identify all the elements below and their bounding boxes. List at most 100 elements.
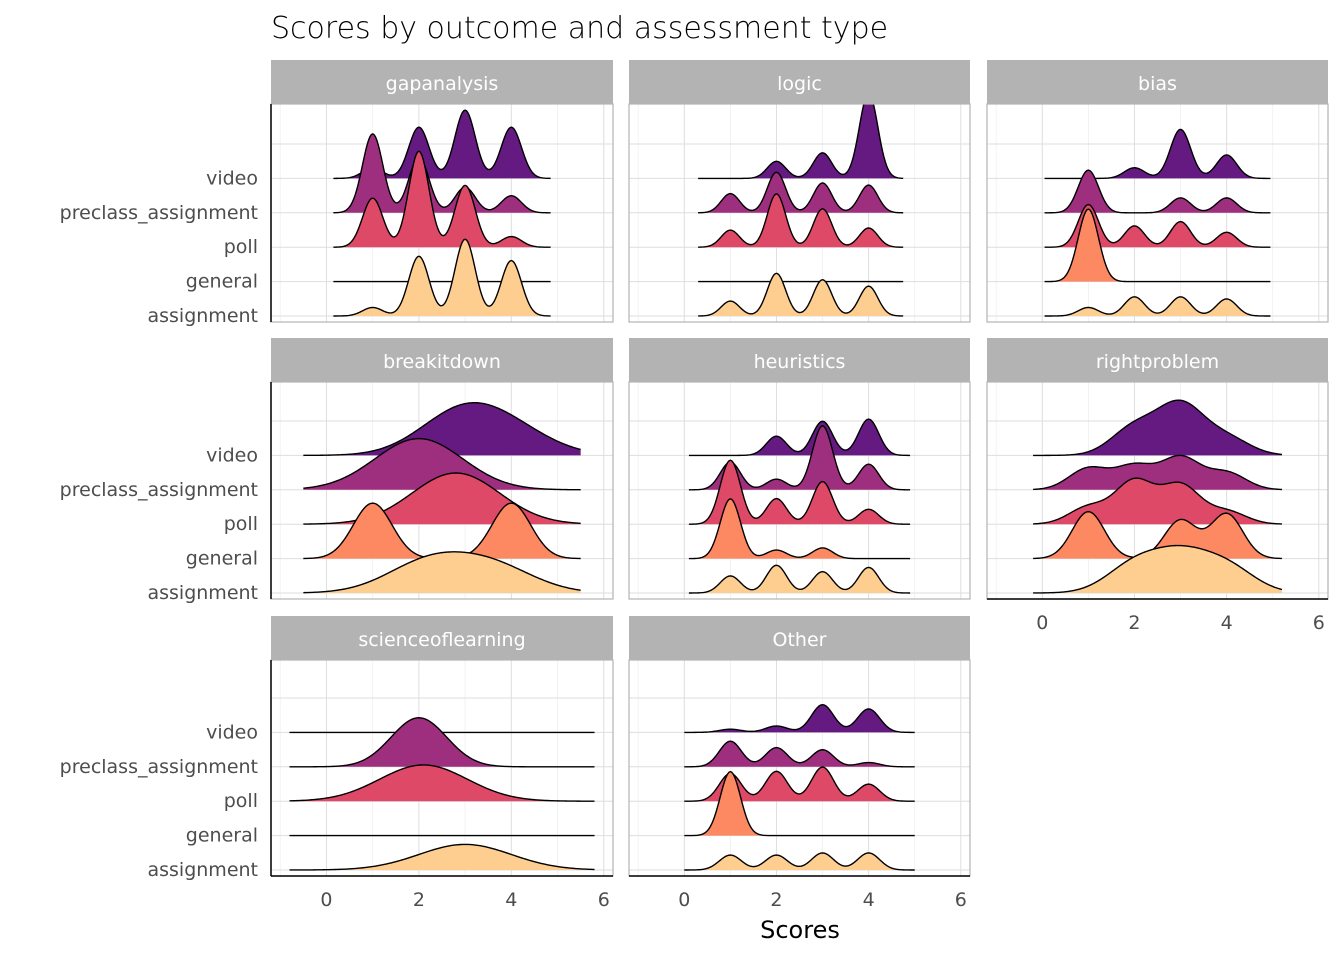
ridge-line-preclass_assignment	[698, 171, 904, 214]
y-tick-label: video	[206, 444, 258, 466]
x-tick-label: 6	[1313, 612, 1325, 634]
strip-background	[629, 616, 970, 660]
y-tick-label: preclass_assignment	[60, 479, 258, 501]
y-tick-label: assignment	[147, 305, 258, 327]
y-tick-label: video	[206, 167, 258, 189]
ridge-line-assignment	[684, 852, 915, 871]
ridge-line-assignment	[303, 551, 581, 594]
panel-scienceoflearning: scienceoflearning assignment general poll pr…	[60, 616, 614, 911]
ridges	[1033, 399, 1283, 594]
ridge-line-poll	[698, 193, 904, 248]
ridge-fill-video	[688, 419, 911, 456]
ridge-line-assignment	[698, 272, 904, 317]
ridge-fill-assignment	[303, 551, 581, 593]
ridge-fill-poll	[289, 764, 595, 802]
ridge-line-general	[1033, 511, 1282, 560]
ridge-fill-preclass_assignment	[684, 741, 915, 767]
ridge-line-assignment	[289, 843, 595, 871]
strip-background	[987, 60, 1328, 104]
ridge-line-preclass_assignment	[289, 717, 595, 768]
x-tick-label: 6	[598, 889, 610, 911]
strip-label: logic	[777, 73, 822, 95]
strip-background	[629, 60, 970, 104]
ridge-fill-assignment	[688, 565, 911, 593]
ridge-line-assignment	[333, 238, 551, 317]
panel-border	[986, 103, 1329, 323]
ridge-fill-preclass_assignment	[333, 133, 551, 213]
x-tick-label: 4	[863, 889, 875, 911]
panel-Other: Other 0 2 4 6	[628, 616, 971, 911]
ridge-fill-poll	[684, 767, 915, 802]
ridge-line-poll	[289, 764, 595, 802]
ridge-fill-general	[688, 498, 911, 559]
ridge-fill-general	[684, 771, 915, 836]
ridge-fill-preclass_assignment	[1033, 455, 1282, 490]
ridge-line-video	[684, 703, 915, 734]
ridge-fill-preclass_assignment	[1044, 170, 1271, 213]
gridlines	[629, 660, 970, 876]
strip-label: breakitdown	[383, 351, 501, 373]
strip-label: heuristics	[754, 351, 846, 373]
x-tick-label: 2	[413, 889, 425, 911]
ridge-fill-preclass_assignment	[698, 172, 904, 213]
panel-border	[628, 381, 971, 600]
strip-background	[629, 338, 970, 382]
panel-breakitdown: breakitdown assignment general poll preclass…	[60, 338, 614, 604]
ridge-fill-video	[684, 704, 915, 733]
x-tick-label: 4	[1221, 612, 1233, 634]
ridge-fill-assignment	[1033, 545, 1282, 593]
ridge-fill-video	[698, 104, 904, 179]
ridges	[1044, 128, 1271, 317]
strip-label: Other	[773, 629, 827, 651]
ridge-fill-poll	[1044, 204, 1271, 248]
strip-label: rightproblem	[1096, 351, 1219, 373]
ridge-line-assignment	[688, 564, 911, 594]
ridge-fill-assignment	[333, 239, 551, 316]
ridge-line-video	[698, 104, 904, 180]
panel-heuristics: heuristics	[628, 338, 971, 600]
gridlines	[629, 382, 970, 599]
ridge-line-poll	[333, 150, 551, 248]
x-tick-label: 0	[1036, 612, 1048, 634]
gridlines	[629, 104, 970, 322]
y-tick-label: general	[186, 271, 258, 293]
strip-label: scienceoflearning	[358, 629, 525, 651]
x-tick-label: 0	[678, 889, 690, 911]
panel-rightproblem: rightproblem 0 2 4 6	[986, 338, 1329, 634]
strip-background	[271, 338, 613, 382]
facet-panels: gapanalysis assignment general poll preclass…	[60, 60, 1329, 911]
panel-border	[628, 659, 971, 877]
panel-logic: logic	[628, 60, 971, 323]
ridge-fill-poll	[1033, 478, 1282, 525]
ridges	[289, 717, 595, 871]
x-tick-label: 2	[1128, 612, 1140, 634]
ridge-line-poll	[1033, 477, 1282, 525]
ridge-line-preclass_assignment	[1044, 169, 1271, 214]
y-tick-label: assignment	[147, 859, 258, 881]
y-tick-label: general	[186, 825, 258, 847]
ridge-line-video	[688, 418, 911, 457]
ridge-line-preclass_assignment	[333, 133, 551, 214]
ridge-fill-assignment	[684, 852, 915, 870]
ridge-line-poll	[1044, 203, 1271, 248]
x-tick-label: 4	[505, 889, 517, 911]
ridge-line-poll	[303, 472, 581, 525]
ridge-fill-general	[1033, 511, 1282, 559]
ridge-line-preclass_assignment	[303, 437, 581, 491]
gridlines	[987, 104, 1328, 322]
gridlines	[271, 104, 613, 322]
y-tick-label: assignment	[147, 582, 258, 604]
ridge-fill-poll	[688, 460, 911, 525]
ridge-fill-general	[303, 503, 581, 559]
strip-background	[271, 616, 613, 660]
ridges	[698, 104, 904, 317]
x-tick-label: 0	[320, 889, 332, 911]
ridge-fill-video	[1044, 129, 1271, 179]
y-tick-label: video	[206, 721, 258, 743]
x-tick-label: 2	[770, 889, 782, 911]
x-axis-label: Scores	[760, 916, 840, 944]
ridge-line-assignment	[1044, 296, 1271, 317]
y-tick-label: general	[186, 548, 258, 570]
strip-label: gapanalysis	[386, 73, 499, 95]
